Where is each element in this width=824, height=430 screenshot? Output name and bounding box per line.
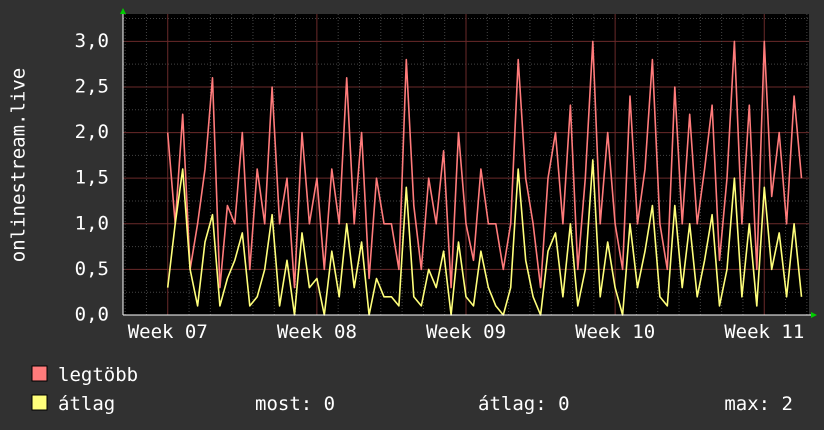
stat-max: max: 2 xyxy=(724,393,793,415)
axes xyxy=(120,8,817,318)
legend: legtöbb átlag xyxy=(31,364,138,415)
y-tick-label: 2,5 xyxy=(75,75,109,97)
legend-swatch-avg xyxy=(31,394,48,411)
legend-swatch-max xyxy=(31,365,48,382)
series-line-max xyxy=(166,40,803,289)
legend-label-avg: átlag xyxy=(58,393,115,415)
stat-avg: átlag: 0 xyxy=(478,393,570,415)
x-ticks: Week 07 Week 08 Week 09 Week 10 Week 11 xyxy=(128,321,805,343)
x-axis-arrow-icon xyxy=(811,312,817,318)
x-tick-label: Week 11 xyxy=(724,321,804,343)
y-ticks: 0,0 0,5 1,0 1,5 2,0 2,5 3,0 xyxy=(75,30,109,326)
y-axis-label: onlinestream.live xyxy=(8,68,30,262)
stat-now: most: 0 xyxy=(255,393,335,415)
x-tick-label: Week 09 xyxy=(426,321,506,343)
y-tick-label: 1,5 xyxy=(75,167,109,189)
y-tick-label: 3,0 xyxy=(75,30,109,52)
y-tick-label: 0,5 xyxy=(75,258,109,280)
x-tick-label: Week 08 xyxy=(277,321,357,343)
y-tick-label: 2,0 xyxy=(75,121,109,143)
y-tick-label: 0,0 xyxy=(75,304,109,326)
legend-label-max: legtöbb xyxy=(58,364,138,386)
y-axis-arrow-icon xyxy=(120,8,126,14)
series-line-avg xyxy=(166,159,803,316)
y-tick-label: 1,0 xyxy=(75,212,109,234)
x-tick-label: Week 07 xyxy=(128,321,208,343)
series-layer xyxy=(166,40,803,316)
x-tick-label: Week 10 xyxy=(575,321,655,343)
